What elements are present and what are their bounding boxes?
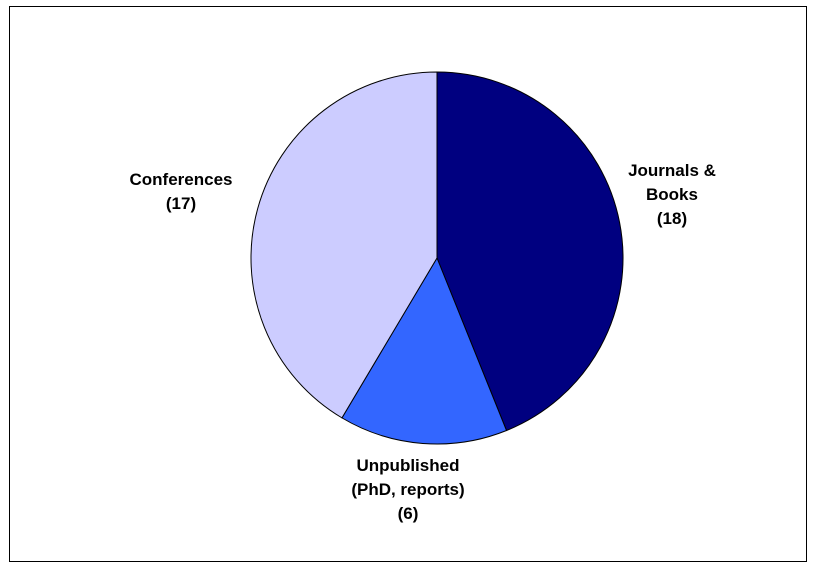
slice-conferences [250, 71, 438, 419]
slice-label-conferences: Conferences (17) [129, 170, 233, 213]
slice-label-unpublished: Unpublished (PhD, reports) (6) [351, 456, 465, 523]
slice-label-journals-books: Journals & Books (18) [628, 161, 716, 228]
slice-journals-books [436, 71, 624, 432]
slice-unpublished [341, 256, 508, 445]
pie-slices [250, 71, 624, 445]
